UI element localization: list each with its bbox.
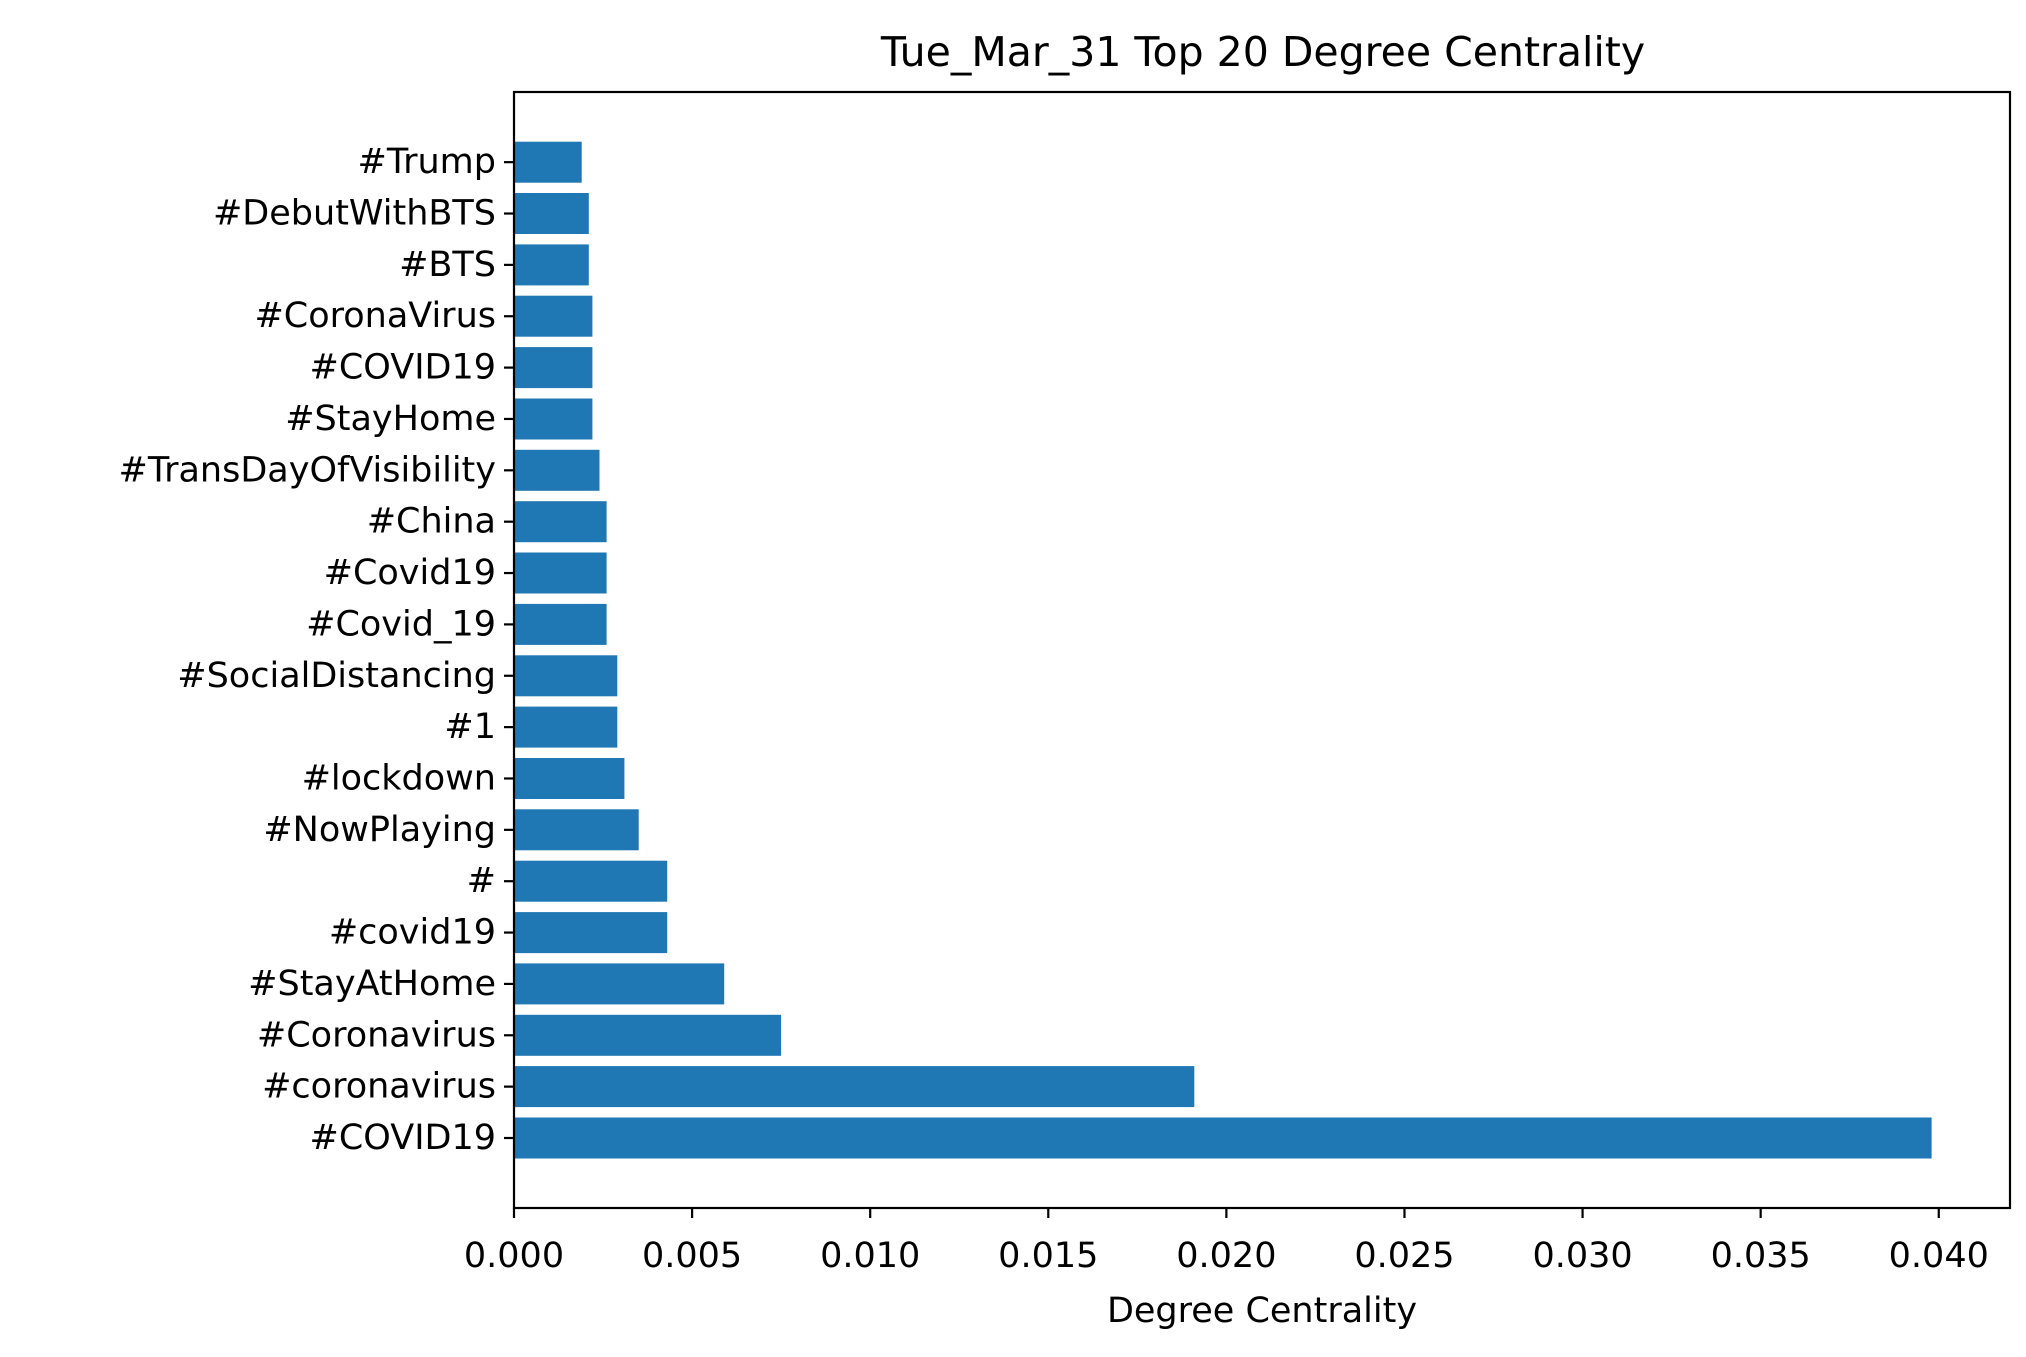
bar-16 [514, 296, 592, 337]
x-tick-label-5: 0.025 [1354, 1236, 1454, 1276]
bar-3 [514, 963, 724, 1004]
x-tick-label-8: 0.040 [1889, 1236, 1989, 1276]
y-tick-label-4: #covid19 [329, 913, 496, 953]
bar-18 [514, 193, 589, 234]
bar-17 [514, 244, 589, 285]
y-tick-label-9: #SocialDistancing [177, 656, 496, 696]
y-tick-label-8: #1 [444, 707, 496, 747]
bar-4 [514, 912, 667, 953]
bar-5 [514, 861, 667, 902]
y-tick-label-16: #CoronaVirus [254, 296, 496, 336]
y-tick-label-5: # [467, 861, 496, 901]
bar-8 [514, 707, 617, 748]
x-tick-label-6: 0.030 [1532, 1236, 1632, 1276]
bar-1 [514, 1066, 1194, 1107]
x-tick-label-4: 0.020 [1176, 1236, 1276, 1276]
y-tick-label-17: #BTS [399, 245, 496, 285]
bar-10 [514, 604, 607, 645]
bar-6 [514, 809, 639, 850]
y-tick-label-7: #lockdown [302, 758, 496, 798]
y-tick-label-18: #DebutWithBTS [213, 194, 496, 234]
bar-7 [514, 758, 624, 799]
y-tick-label-0: #COVID19 [310, 1118, 496, 1158]
y-tick-label-14: #StayHome [285, 399, 496, 439]
y-tick-label-6: #NowPlaying [263, 810, 496, 850]
y-tick-label-2: #Coronavirus [257, 1015, 496, 1055]
bar-11 [514, 553, 607, 594]
bar-0 [514, 1118, 1932, 1159]
y-tick-label-1: #coronavirus [262, 1067, 496, 1107]
bar-19 [514, 142, 582, 183]
y-tick-label-11: #Covid19 [324, 553, 496, 593]
x-tick-label-3: 0.015 [998, 1236, 1098, 1276]
bar-13 [514, 450, 600, 491]
y-tick-label-15: #COVID 19 [310, 348, 496, 388]
y-tick-label-10: #Covid_19 [306, 604, 496, 644]
chart-title: Tue_Mar_31 Top 20 Degree Centrality [880, 28, 1645, 76]
y-tick-label-3: #StayAtHome [248, 964, 496, 1004]
x-tick-label-1: 0.005 [642, 1236, 742, 1276]
bar-9 [514, 655, 617, 696]
y-tick-label-12: #China [367, 502, 496, 542]
bar-15 [514, 347, 592, 388]
y-tick-label-19: #Trump [358, 142, 496, 182]
x-tick-label-2: 0.010 [820, 1236, 920, 1276]
x-axis-label: Degree Centrality [1107, 1291, 1417, 1331]
bar-14 [514, 399, 592, 440]
y-tick-label-13: #TransDayOfVisibility [119, 450, 496, 490]
x-tick-label-0: 0.000 [464, 1236, 564, 1276]
bar-2 [514, 1015, 781, 1056]
x-tick-label-7: 0.035 [1711, 1236, 1811, 1276]
bar-12 [514, 501, 607, 542]
